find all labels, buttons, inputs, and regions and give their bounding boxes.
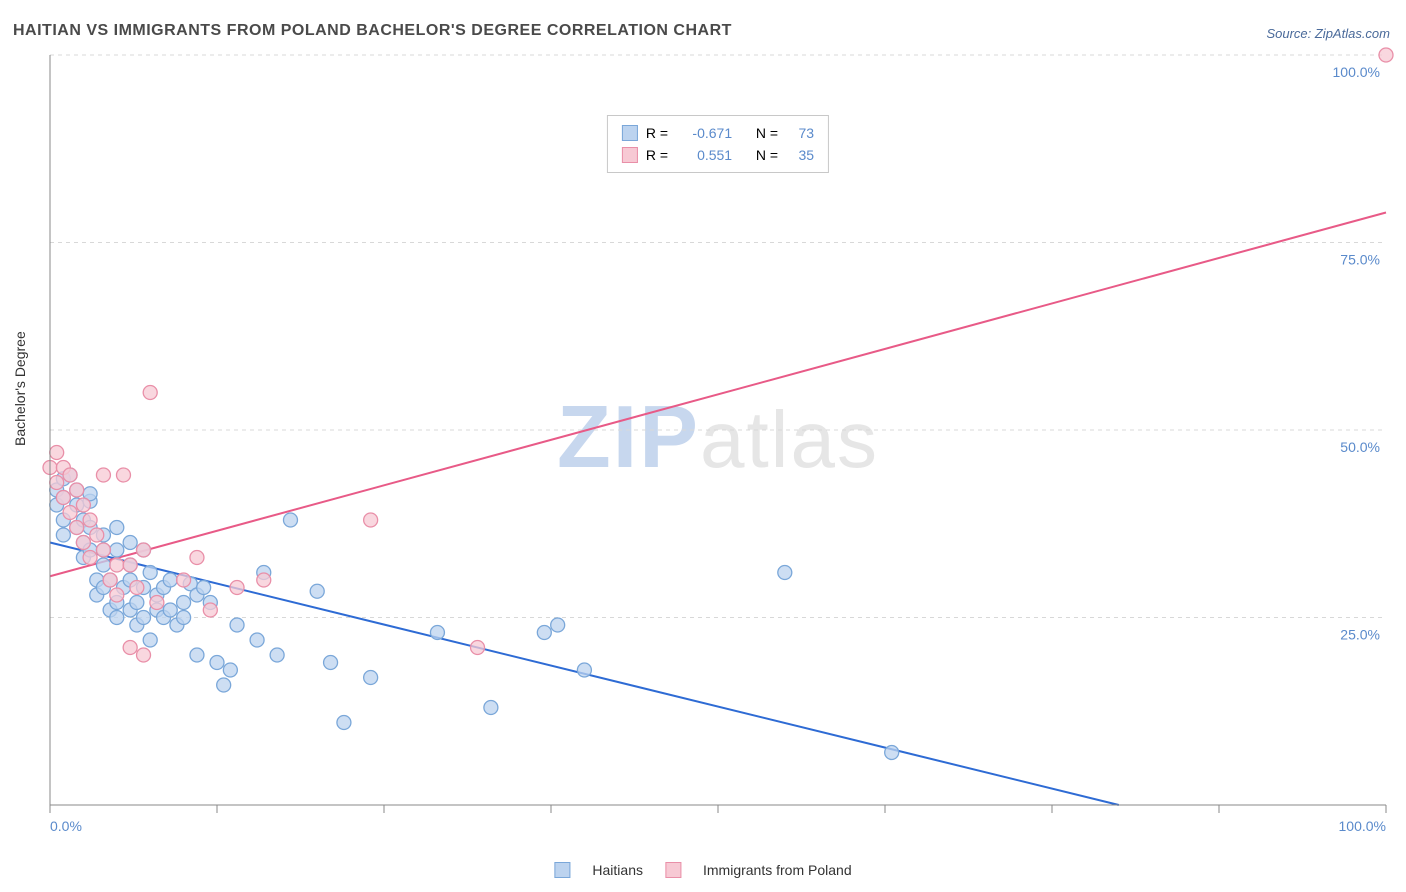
chart-source: Source: ZipAtlas.com (1266, 26, 1390, 41)
svg-text:25.0%: 25.0% (1340, 627, 1380, 643)
legend-n-label: N = (756, 144, 778, 166)
legend-stats-box: R = -0.671 N = 73 R = 0.551 N = 35 (607, 115, 829, 173)
source-name: ZipAtlas.com (1315, 26, 1390, 41)
source-label: Source: (1266, 26, 1314, 41)
svg-text:75.0%: 75.0% (1340, 252, 1380, 268)
y-axis-label: Bachelor's Degree (12, 331, 28, 446)
legend-stats-row: R = 0.551 N = 35 (622, 144, 814, 166)
legend-swatch-haitians (622, 125, 638, 141)
chart-title: HAITIAN VS IMMIGRANTS FROM POLAND BACHEL… (13, 22, 732, 40)
legend-series: Haitians Immigrants from Poland (554, 862, 851, 878)
svg-text:100.0%: 100.0% (1339, 818, 1386, 834)
legend-n-value: 73 (786, 122, 814, 144)
svg-text:50.0%: 50.0% (1340, 439, 1380, 455)
legend-n-value: 35 (786, 144, 814, 166)
legend-stats-row: R = -0.671 N = 73 (622, 122, 814, 144)
svg-text:100.0%: 100.0% (1333, 64, 1380, 80)
legend-r-label: R = (646, 144, 668, 166)
legend-swatch-poland (622, 147, 638, 163)
legend-swatch-haitians (554, 862, 570, 878)
legend-r-value: -0.671 (676, 122, 732, 144)
chart-plot-area: ZIPatlas 0.0%100.0%25.0%50.0%75.0%100.0%… (50, 55, 1386, 835)
legend-r-value: 0.551 (676, 144, 732, 166)
legend-r-label: R = (646, 122, 668, 144)
svg-text:0.0%: 0.0% (50, 818, 82, 834)
legend-label-haitians: Haitians (592, 862, 643, 878)
legend-label-poland: Immigrants from Poland (703, 862, 852, 878)
legend-swatch-poland (665, 862, 681, 878)
legend-n-label: N = (756, 122, 778, 144)
